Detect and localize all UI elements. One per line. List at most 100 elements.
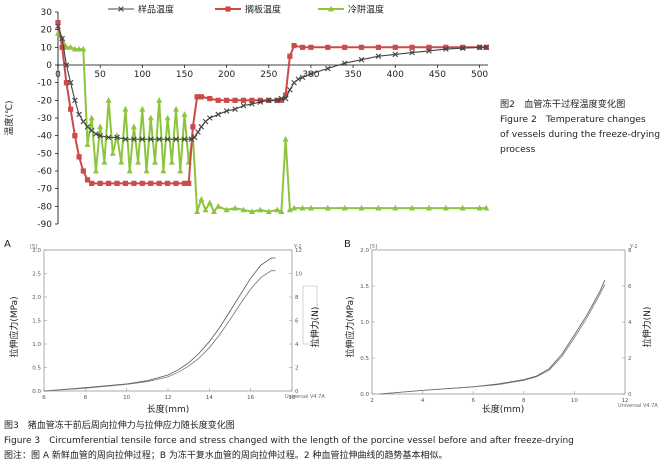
fig2-legend-marker <box>225 6 231 12</box>
fig2-ylabel: 温度(℃) <box>3 100 15 135</box>
fig2-data-point <box>282 95 289 102</box>
fig2-data-point <box>342 44 348 50</box>
fig2-data-point <box>148 180 154 186</box>
fig3a-y2-tick-label: 0 <box>295 389 299 395</box>
fig2-y-tick-label: -90 <box>37 220 52 230</box>
fig2-data-point <box>240 102 247 109</box>
fig2-x-tick-label: 150 <box>176 70 193 80</box>
figure-3b-chart: 0.0 0.5 1.0 1.5 2.0 0 2 4 6 8 2 4 6 8 10 12 [5] Y-2 Uni… <box>344 244 658 415</box>
fig2-x-tick-label: 250 <box>260 70 277 80</box>
fig2-y-tick-label: 0 <box>46 61 52 71</box>
fig2-series-line <box>57 32 487 214</box>
fig2-data-point <box>299 204 306 211</box>
fig2-legend-label: 样品温度 <box>138 4 174 16</box>
fig2-data-point <box>278 208 285 215</box>
fig2-data-point <box>177 167 184 174</box>
fig2-x-tick-label: 400 <box>387 70 404 80</box>
fig3b-y-tick-label: 0.5 <box>360 356 369 362</box>
fig2-x-tick-label: 100 <box>134 70 151 80</box>
fig2-y-tick-label: 10 <box>41 43 53 53</box>
fig3a-y-tick-label: 0.5 <box>32 366 41 372</box>
fig2-data-point <box>291 204 298 211</box>
fig2-data-point <box>131 180 137 186</box>
fig2-data-point <box>139 105 146 112</box>
fig2-caption-en-1: Figure 2 Temperature changes <box>500 114 646 125</box>
fig2-data-point <box>375 53 382 59</box>
fig2-data-point <box>191 134 198 141</box>
fig2-caption: 图2 血管冻干过程温度变化图 Figure 2 Temperature chan… <box>500 97 665 157</box>
fig2-y-tick-label: -20 <box>37 96 52 106</box>
fig3b-y-tick-label: 1.5 <box>360 284 369 290</box>
fig2-data-point <box>135 158 142 165</box>
fig2-data-point <box>299 44 306 50</box>
fig2-data-point <box>114 134 120 141</box>
fig2-data-point <box>63 80 70 86</box>
fig3a-x-tick-label: 18 <box>289 395 296 401</box>
fig2-data-point <box>274 206 281 213</box>
fig2-data-point <box>67 79 74 86</box>
fig3a-x-tick-label: 8 <box>84 395 88 401</box>
fig2-x-tick-label: 450 <box>429 70 446 80</box>
fig2-caption-en-2: of vessels during the freeze-drying <box>500 129 661 140</box>
fig2-data-point <box>195 129 201 135</box>
fig3a-y2-tick-label: 4 <box>295 342 299 348</box>
fig3b-x-tick-label: 10 <box>571 398 578 404</box>
fig2-data-point <box>240 97 247 103</box>
fig2-data-point <box>122 180 129 186</box>
fig2-data-point <box>89 180 95 186</box>
fig2-data-point <box>105 97 112 103</box>
fig2-data-point <box>139 136 146 142</box>
fig3b-y2-tick-label: 4 <box>628 320 632 326</box>
fig2-x-tick-label: 300 <box>302 70 319 80</box>
fig3b-y2label: 拉伸力(N) <box>641 307 653 348</box>
fig2-data-point <box>68 106 74 112</box>
fig2-data-point <box>181 180 188 186</box>
fig2-data-point <box>105 134 112 141</box>
fig2-data-point <box>55 23 61 29</box>
fig2-data-point <box>325 44 331 50</box>
fig2-data-point <box>101 158 108 165</box>
fig2-data-point <box>459 45 466 52</box>
fig3b-x-tick-label: 6 <box>471 398 475 404</box>
figure-3a-chart: 0.0 0.5 1.0 1.5 2.0 2.5 3.0 0 2 4 6 8 10 12 6 8 10 12 14 16… <box>8 244 325 415</box>
fig2-x-tick-label: 0 <box>55 70 61 80</box>
fig2-data-point <box>80 45 87 52</box>
fig2-data-point <box>295 76 302 82</box>
fig2-data-point <box>265 97 272 104</box>
fig2-data-point <box>375 44 381 50</box>
fig2-data-point <box>215 97 221 103</box>
fig2-data-point <box>59 35 66 42</box>
fig2-legend-label: 搁板温度 <box>245 4 281 16</box>
fig3b-box-tag: [5] <box>370 244 377 250</box>
fig2-data-point <box>97 123 104 130</box>
fig2-data-point <box>232 106 238 112</box>
fig3a-x-tick-label: 12 <box>165 395 172 401</box>
fig2-y-tick-label: 30 <box>41 8 53 18</box>
fig3a-y2-tick-label: 10 <box>295 272 302 278</box>
fig2-data-point <box>156 97 163 103</box>
fig2-data-point <box>84 141 91 147</box>
fig3b-y2-tick-label: 0 <box>628 392 632 398</box>
fig2-data-point <box>223 108 230 114</box>
fig2-data-point <box>181 111 188 117</box>
fig2-data-point <box>76 154 82 160</box>
fig2-data-point <box>443 44 449 50</box>
fig2-y-tick-label: -80 <box>37 202 52 212</box>
fig2-legend-label: 冷阱温度 <box>348 4 384 16</box>
fig2-data-point <box>392 44 398 50</box>
fig2-data-point <box>97 132 103 139</box>
fig3a-legend-box <box>302 285 318 345</box>
fig2-data-point <box>409 204 416 211</box>
fig3b-curve-2 <box>379 284 606 395</box>
fig2-series-0 <box>55 23 490 142</box>
fig3a-x-tick-label: 16 <box>247 395 254 401</box>
fig3b-x-tick-label: 4 <box>421 398 425 404</box>
fig3a-curve-2 <box>43 270 276 392</box>
fig2-x-tick-label: 350 <box>345 70 362 80</box>
fig2-data-point <box>109 150 116 156</box>
fig3a-y-tick-label: 2.5 <box>32 272 41 278</box>
fig2-data-point <box>210 208 217 215</box>
fig2-data-point <box>67 44 74 50</box>
fig2-data-point <box>308 44 314 50</box>
fig2-series-2 <box>55 29 490 215</box>
